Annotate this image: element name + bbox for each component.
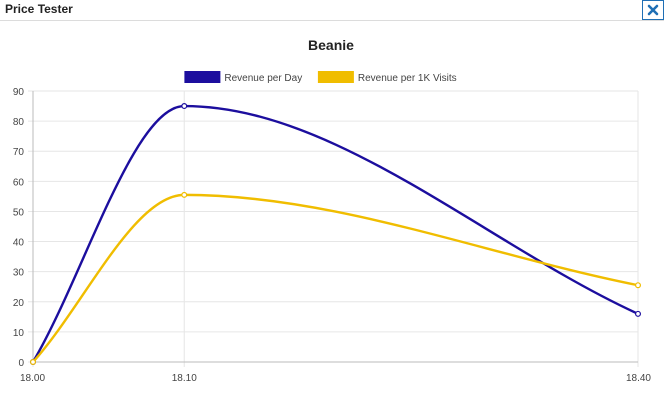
series-line-revenue-per-1k-visits [32,193,639,363]
window-title: Price Tester [5,2,73,16]
chart-legend: Revenue per Day Revenue per 1K Visits [184,71,457,84]
legend-swatch-revenue-per-1k-visits[interactable] [317,71,354,83]
y-tick-label: 10 [13,328,25,339]
x-tick-label: 18.40 [626,373,651,384]
y-tick-label: 0 [18,358,24,369]
y-tick-label: 30 [13,268,25,279]
legend-label-revenue-per-1k-visits[interactable]: Revenue per 1K Visits [358,73,457,84]
chart-grid [28,90,639,367]
line-chart: Beanie Revenue per Day Revenue per 1K Vis… [13,37,652,384]
y-tick-label: 60 [13,177,25,188]
y-tick-label: 80 [13,117,25,128]
data-point-revenue-per-1k-visits[interactable] [30,359,37,366]
chart-title: Beanie [308,37,354,53]
data-point-revenue-per-1k-visits[interactable] [181,191,188,198]
x-tick-label: 18.00 [20,373,45,384]
chart-series [30,103,641,366]
y-tick-label: 50 [13,207,25,218]
title-bar: Price Tester [0,0,664,21]
data-point-revenue-per-day[interactable] [181,103,188,110]
y-tick-label: 70 [13,147,25,158]
y-tick-label: 90 [13,87,25,98]
y-tick-label: 40 [13,238,25,249]
x-tick-label: 18.10 [172,373,197,384]
x-axis: 18.00 18.10 18.40 [20,373,651,384]
legend-swatch-revenue-per-day[interactable] [184,71,221,83]
y-tick-label: 20 [13,298,25,309]
data-point-revenue-per-1k-visits[interactable] [634,282,641,289]
close-button[interactable] [642,0,664,20]
y-axis: 0 10 20 30 40 50 60 70 80 90 [13,87,25,369]
close-icon [647,4,659,16]
data-point-revenue-per-day[interactable] [634,310,641,317]
legend-label-revenue-per-day[interactable]: Revenue per Day [224,73,302,84]
series-line-revenue-per-day [31,104,639,363]
